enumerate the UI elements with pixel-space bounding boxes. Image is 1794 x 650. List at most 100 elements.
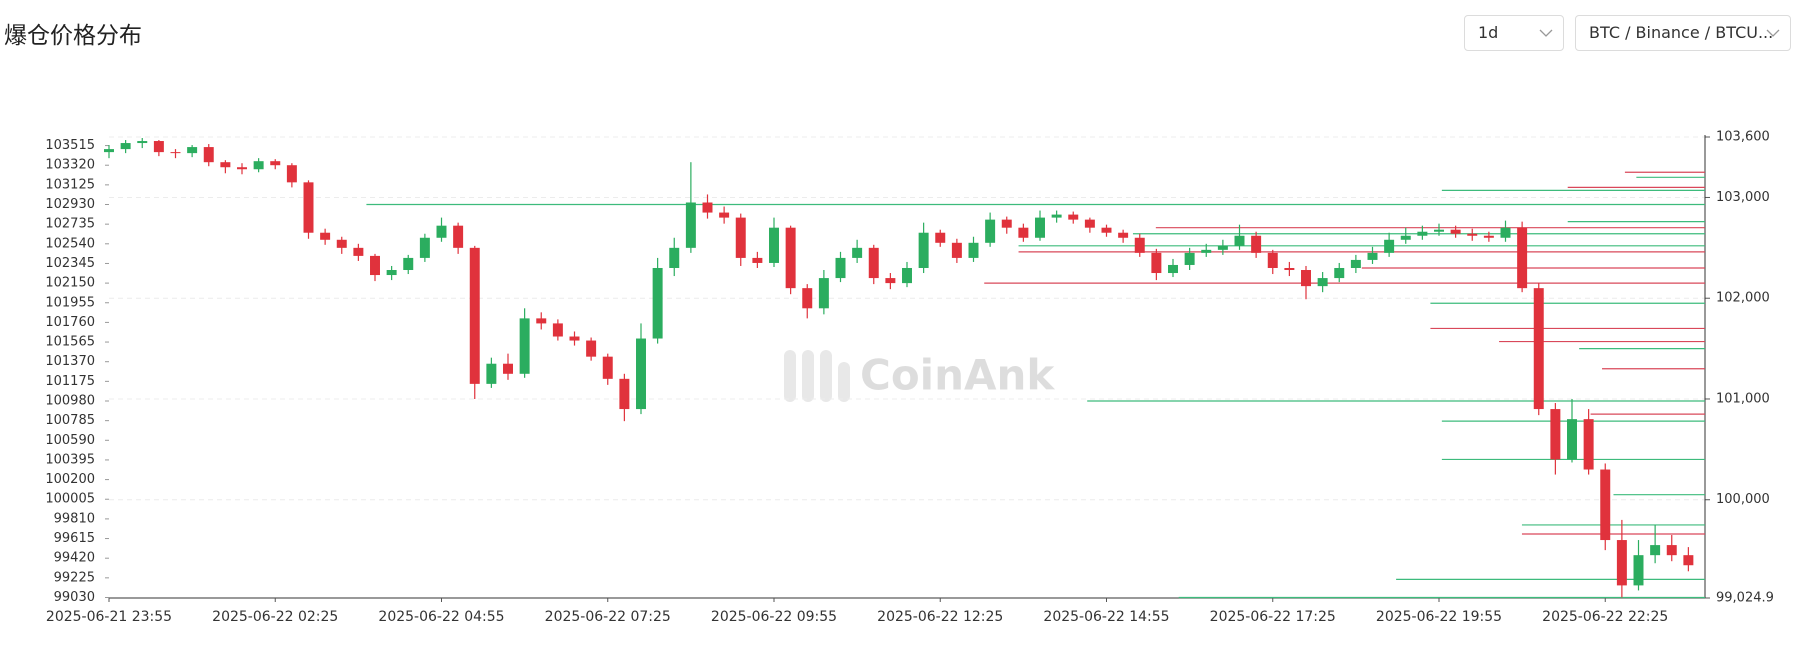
candle-body — [1301, 270, 1311, 287]
candle-body — [1317, 278, 1328, 287]
y2-tick-label: 101,000 — [1716, 391, 1770, 406]
candle-body — [1084, 219, 1095, 228]
x-tick-label: 2025-06-22 09:55 — [711, 609, 837, 625]
candle-body — [968, 242, 979, 258]
candle-body — [1583, 419, 1594, 470]
candle-body — [735, 217, 746, 258]
candle-body — [386, 270, 397, 276]
y-tick-label: 102735 — [45, 217, 95, 232]
candle-body — [1400, 235, 1411, 240]
candle-body — [220, 162, 231, 168]
candle-body — [769, 227, 779, 263]
candle-body — [153, 141, 164, 153]
candle-body — [1600, 469, 1611, 541]
candle-body — [286, 165, 297, 183]
candle-body — [852, 247, 863, 258]
x-tick-label: 2025-06-22 07:25 — [545, 609, 671, 625]
candle-body — [702, 202, 713, 213]
candle-body — [951, 242, 962, 258]
candle-body — [1018, 227, 1029, 238]
candle-body — [1068, 214, 1079, 220]
y-tick-label: 102345 — [45, 256, 95, 271]
candle-body — [1201, 249, 1212, 253]
candle-body — [503, 363, 513, 374]
x-tick-label: 2025-06-22 02:25 — [212, 609, 338, 625]
candle-body — [835, 257, 846, 279]
watermark: CoinAnk — [860, 351, 1055, 400]
y-tick-label: 102540 — [45, 236, 95, 251]
candle-body — [1517, 227, 1528, 289]
candle-body — [187, 147, 198, 154]
y-tick-label: 100200 — [45, 472, 95, 487]
candle-body — [669, 247, 680, 268]
candle-body — [1168, 264, 1178, 274]
candle-body — [752, 257, 763, 263]
candle-body — [303, 182, 314, 233]
candle-body — [1267, 252, 1278, 268]
candle-body — [1567, 419, 1577, 460]
candle-body — [1384, 239, 1395, 253]
candle-body — [1467, 233, 1478, 236]
candle-body — [1234, 235, 1245, 246]
y-tick-label: 100980 — [45, 393, 95, 408]
candle-body — [1101, 227, 1112, 233]
y-tick-label: 101955 — [45, 295, 95, 310]
y-tick-label: 103125 — [45, 177, 95, 192]
candle-body — [586, 340, 597, 357]
candle-body — [1417, 231, 1428, 236]
candle-body — [1633, 555, 1644, 586]
candle-body — [170, 152, 181, 154]
candle-body — [104, 149, 114, 153]
candle-body — [652, 267, 663, 339]
y-tick-label: 99810 — [54, 511, 95, 526]
candle-body — [1483, 235, 1494, 238]
candle-body — [320, 232, 331, 240]
candle-body — [486, 363, 497, 384]
candle-body — [1500, 227, 1511, 238]
y-tick-label: 101565 — [45, 335, 95, 350]
candle-body — [336, 239, 347, 248]
candle-body — [203, 147, 214, 163]
y2-tick-label: 99,024.9 — [1716, 591, 1774, 606]
candle-body — [1650, 545, 1661, 556]
interval-select[interactable]: 1d — [1464, 15, 1564, 51]
candle-body — [253, 161, 264, 170]
candle-body — [918, 232, 929, 268]
x-tick-label: 2025-06-22 12:25 — [877, 609, 1003, 625]
candle-body — [1350, 259, 1361, 268]
candle-body — [1284, 267, 1295, 271]
candle-body — [1118, 232, 1129, 238]
candle-body — [802, 288, 813, 309]
candle-body — [785, 227, 796, 289]
y-tick-label: 100005 — [45, 492, 95, 507]
candle-body — [985, 219, 996, 243]
candle-body — [469, 247, 480, 384]
candle-body — [1184, 252, 1195, 265]
y-tick-label: 101175 — [45, 374, 95, 389]
candle-body — [1367, 252, 1378, 260]
candle-body — [1134, 237, 1145, 253]
candle-body — [569, 336, 580, 341]
y2-tick-label: 100,000 — [1716, 492, 1770, 507]
candle-body — [818, 278, 829, 309]
candle-body — [619, 378, 630, 410]
y-tick-label: 101370 — [45, 354, 95, 369]
candle-body — [1616, 540, 1627, 586]
y2-tick-label: 103,000 — [1716, 190, 1770, 205]
symbol-select[interactable]: BTC / Binance / BTCU... — [1575, 15, 1791, 51]
interval-value: 1d — [1478, 23, 1499, 42]
candle-body — [885, 278, 896, 284]
candle-body — [1666, 545, 1677, 556]
candle-body — [270, 161, 281, 166]
chevron — [1539, 29, 1553, 37]
y-tick-label: 102150 — [45, 276, 95, 291]
candle-body — [1251, 235, 1262, 253]
candle-body — [403, 257, 414, 271]
candle-body — [419, 237, 430, 258]
candle-body — [120, 143, 131, 150]
candle-body — [636, 338, 646, 410]
candle-body — [935, 232, 946, 243]
candle-body — [453, 225, 464, 248]
